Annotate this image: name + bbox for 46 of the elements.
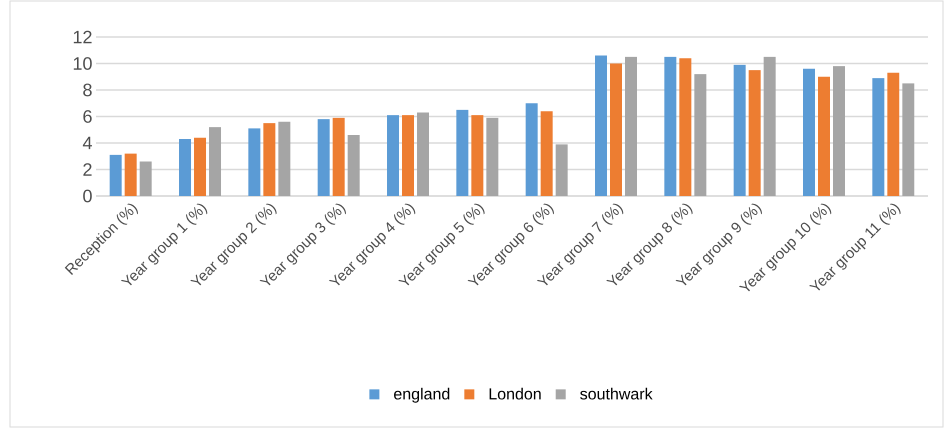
bar: [818, 76, 830, 196]
bar: [887, 72, 900, 196]
bar: [734, 64, 746, 196]
bar: [402, 115, 414, 196]
bar: [833, 66, 845, 196]
bar: [209, 127, 222, 196]
bar: [664, 56, 676, 196]
bar: [595, 56, 608, 196]
bar: [248, 128, 260, 196]
bar: [110, 154, 122, 196]
bar: [526, 103, 538, 196]
bar: [179, 139, 192, 196]
bar: [764, 56, 776, 196]
y-tick-label: 10: [74, 57, 92, 70]
bar: [748, 70, 761, 196]
legend-label: england: [394, 388, 450, 403]
bar: [679, 58, 692, 196]
bar: [124, 154, 137, 196]
bar: [625, 56, 637, 196]
bar: [263, 123, 276, 196]
y-tick-label: 6: [83, 110, 92, 123]
bar: [348, 135, 360, 196]
bar: [318, 119, 330, 196]
y-tick-label: 2: [83, 163, 92, 176]
bar: [387, 115, 400, 196]
bar: [332, 118, 345, 196]
bar: [278, 122, 290, 196]
bar: [471, 115, 484, 196]
bar: [417, 112, 430, 196]
bar: [486, 118, 498, 196]
legend-label: London: [490, 388, 541, 400]
y-tick-label: 12: [74, 30, 92, 44]
bar: [540, 111, 553, 196]
bar: [803, 68, 815, 196]
bar: [902, 83, 914, 196]
y-tick-label: 4: [82, 136, 92, 150]
bar: [556, 144, 568, 196]
bar: [140, 162, 152, 196]
bar: [694, 74, 706, 196]
y-tick-label: 8: [83, 84, 92, 96]
bar: [610, 63, 622, 196]
bar: [872, 78, 884, 196]
legend-label: southwark: [580, 388, 653, 400]
bar: [456, 110, 468, 196]
bar: [194, 138, 206, 196]
y-tick-label: 0: [83, 190, 92, 202]
